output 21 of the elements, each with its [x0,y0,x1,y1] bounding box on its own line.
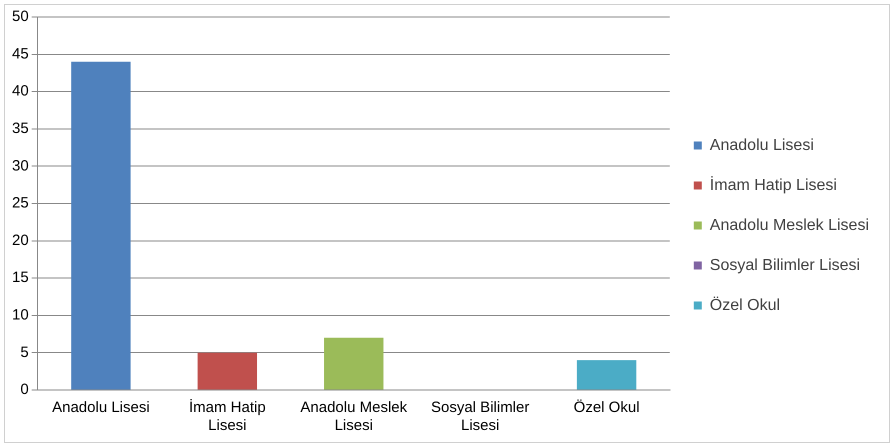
y-tick-label: 15 [12,269,29,286]
y-tick-label: 10 [12,306,29,324]
legend-label: Anadolu Meslek Lisesi [710,216,870,234]
legend-label: İmam Hatip Lisesi [710,176,837,194]
legend-label: Anadolu Lisesi [710,136,814,154]
x-tick-label: Özel Okul [574,399,640,416]
y-tick-label: 25 [12,194,29,212]
y-tick-label: 0 [20,381,29,398]
y-tick-label: 20 [12,232,29,249]
x-tick-label: Anadolu Lisesi [52,399,150,416]
y-tick-label: 35 [12,120,29,138]
y-tick-label: 40 [12,82,29,100]
y-tick-label: 30 [12,157,29,174]
y-tick-label: 45 [12,45,29,62]
y-tick-label: 50 [12,8,29,26]
x-tick-label: Sosyal Bilimler Lisesi [430,399,530,434]
x-tick-label: İmam Hatip Lisesi [188,398,266,434]
legend-label: Sosyal Bilimler Lisesi [710,256,860,274]
legend-label: Özel Okul [710,296,780,314]
y-tick-label: 5 [20,344,29,361]
x-tick-label: Anadolu Meslek Lisesi [300,399,408,434]
